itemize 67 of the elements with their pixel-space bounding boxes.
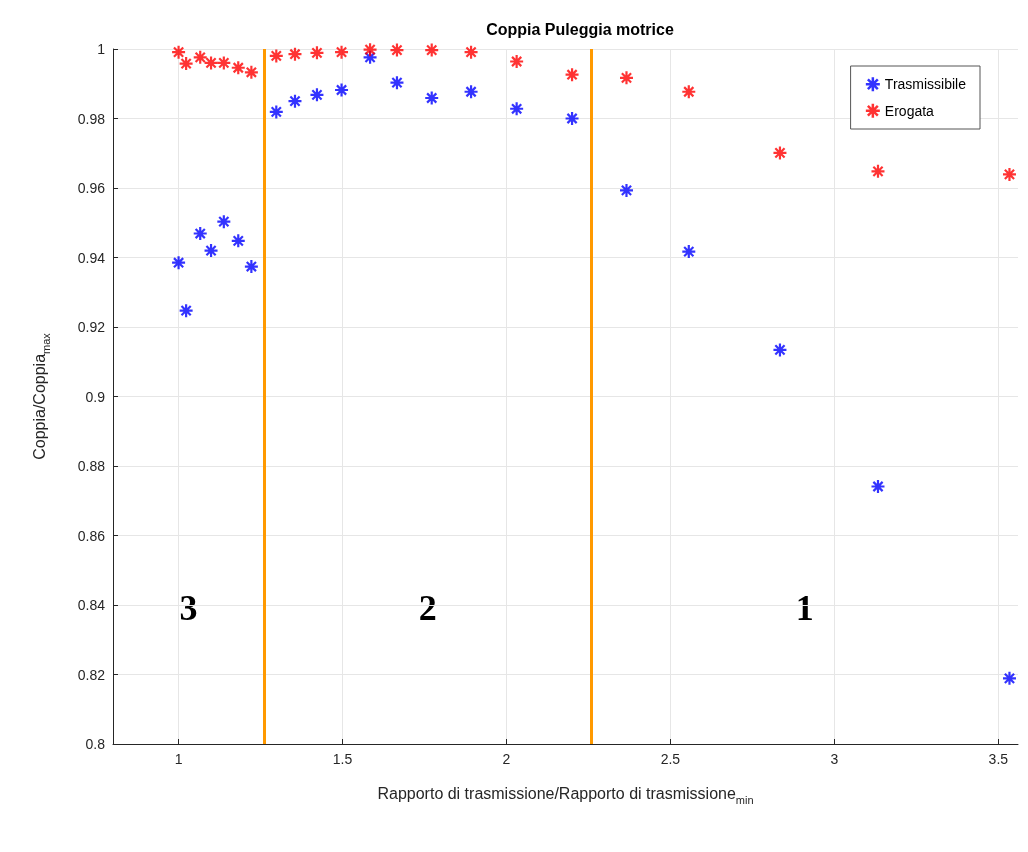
y-tick-label: 0.82: [77, 666, 106, 683]
point: [564, 67, 580, 83]
point: [309, 87, 325, 103]
point: [870, 478, 886, 495]
point: [230, 60, 246, 76]
point: [509, 53, 525, 70]
x-tick-label: 1: [174, 751, 183, 767]
x-tick-label: 2.5: [660, 751, 681, 767]
annotation: 1: [795, 588, 814, 628]
y-tick-label: 1: [97, 41, 106, 57]
point: [564, 110, 580, 127]
point: [772, 145, 788, 161]
point: [618, 182, 635, 199]
point: [170, 255, 187, 271]
x-tick-label: 1.5: [332, 751, 353, 767]
y-tick-label: 0.86: [77, 527, 106, 544]
point: [287, 93, 303, 109]
point: [1001, 670, 1018, 686]
point: [243, 64, 259, 80]
point: [170, 44, 187, 60]
point: [870, 163, 886, 179]
y-axis-title: Coppia/Coppiamax: [31, 332, 52, 460]
y-tick-label: 0.94: [77, 249, 106, 266]
point: [287, 46, 303, 62]
point: [463, 44, 479, 60]
point: [192, 225, 208, 242]
point: [772, 342, 788, 358]
point: [424, 42, 440, 58]
point: [216, 55, 232, 71]
point: [309, 45, 325, 61]
chart-title: Coppia Puleggia motrice: [486, 20, 674, 38]
point: [333, 82, 350, 98]
annotation: 2: [418, 588, 437, 628]
annotation: 3: [179, 588, 198, 628]
x-tick-label: 2: [502, 751, 511, 767]
point: [268, 48, 284, 64]
legend-label: Erogata: [884, 102, 935, 119]
point: [243, 258, 259, 275]
point: [230, 233, 246, 249]
point: [389, 75, 405, 91]
point: [681, 84, 697, 100]
y-tick-label: 0.96: [77, 180, 106, 196]
point: [424, 90, 440, 106]
point: [1001, 166, 1018, 183]
point: [268, 104, 284, 120]
point: [216, 214, 232, 230]
point: [389, 42, 405, 58]
legend-label: Trasmissibile: [884, 76, 967, 93]
y-tick-label: 0.9: [85, 388, 106, 405]
point: [203, 55, 219, 71]
point: [178, 303, 194, 319]
point: [333, 44, 350, 60]
y-tick-label: 0.92: [77, 319, 106, 335]
point: [618, 70, 635, 86]
point: [178, 56, 194, 72]
point: [463, 84, 479, 100]
point: [362, 42, 378, 58]
x-tick-label: 3: [830, 751, 839, 767]
point: [509, 101, 525, 117]
point: [192, 49, 208, 65]
x-tick-label: 3.5: [988, 751, 1009, 767]
point: [681, 243, 697, 260]
y-tick-label: 0.98: [77, 110, 106, 127]
point: [203, 242, 219, 259]
y-tick-label: 0.8: [85, 736, 106, 752]
y-tick-label: 0.88: [77, 458, 106, 474]
y-tick-label: 0.84: [77, 597, 106, 613]
